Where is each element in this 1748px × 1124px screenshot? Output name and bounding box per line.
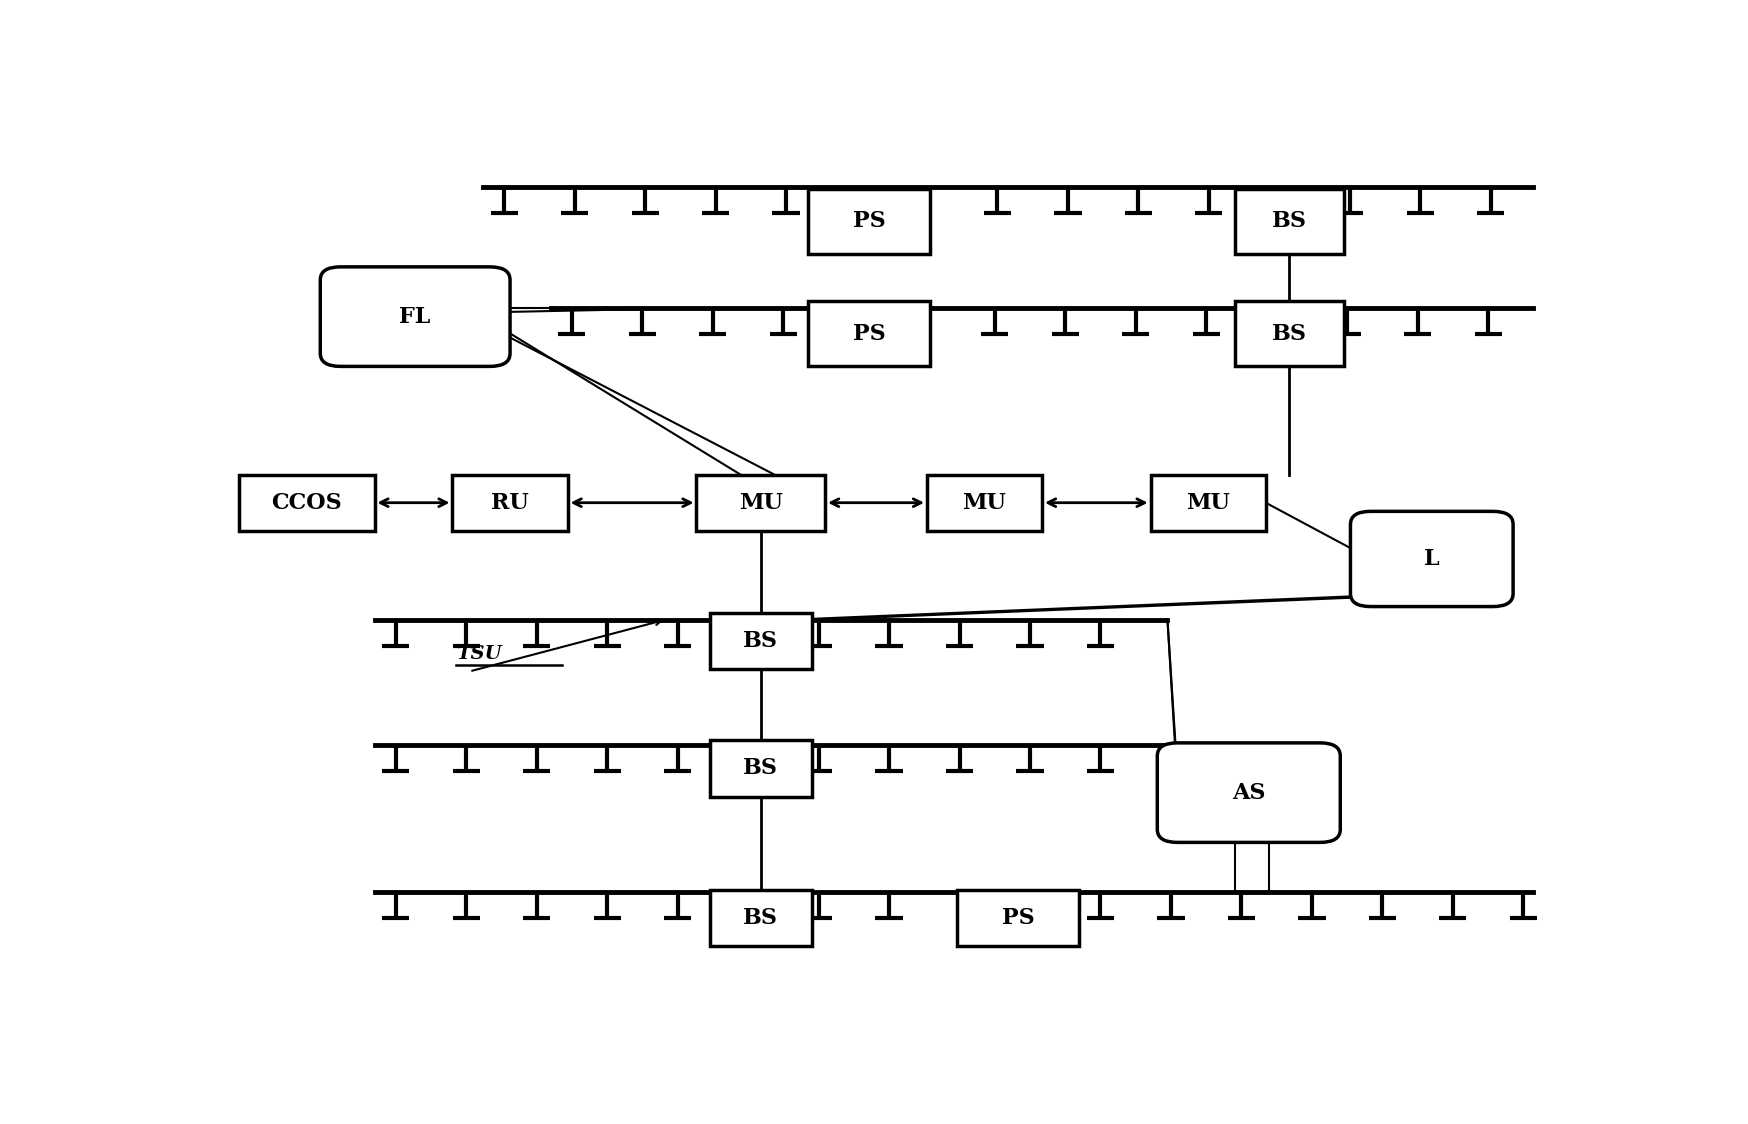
Text: BS: BS <box>1271 323 1306 345</box>
Bar <box>710 613 811 669</box>
Text: MU: MU <box>738 491 783 514</box>
Bar <box>1234 301 1342 366</box>
Text: PS: PS <box>1002 907 1035 930</box>
FancyBboxPatch shape <box>1157 743 1339 842</box>
Text: AS: AS <box>1231 781 1266 804</box>
Bar <box>710 741 811 797</box>
Bar <box>239 474 374 531</box>
Text: FL: FL <box>399 306 430 327</box>
Text: PS: PS <box>853 210 884 233</box>
Bar <box>956 890 1079 946</box>
Text: BS: BS <box>743 758 778 779</box>
Bar <box>1234 189 1342 254</box>
Text: MU: MU <box>961 491 1005 514</box>
FancyBboxPatch shape <box>320 266 510 366</box>
Text: BS: BS <box>743 631 778 652</box>
Bar <box>696 474 825 531</box>
Text: TSU: TSU <box>456 645 502 663</box>
Bar <box>808 189 930 254</box>
Bar <box>453 474 568 531</box>
FancyBboxPatch shape <box>1349 511 1512 607</box>
Bar <box>1150 474 1266 531</box>
Text: BS: BS <box>743 907 778 930</box>
Bar <box>808 301 930 366</box>
Text: RU: RU <box>491 491 528 514</box>
Bar <box>710 890 811 946</box>
Bar <box>926 474 1042 531</box>
Text: L: L <box>1423 549 1439 570</box>
Text: BS: BS <box>1271 210 1306 233</box>
Text: CCOS: CCOS <box>271 491 343 514</box>
Text: PS: PS <box>853 323 884 345</box>
Text: MU: MU <box>1185 491 1229 514</box>
